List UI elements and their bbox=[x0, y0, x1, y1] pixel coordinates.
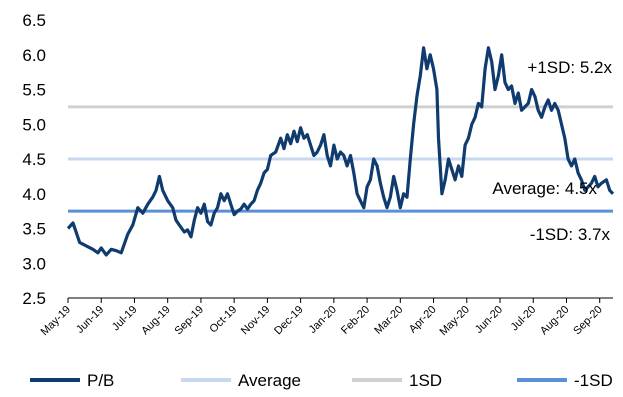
x-tick-label: Jun-19 bbox=[74, 304, 106, 336]
annotation--1sd: -1SD: 3.7x bbox=[530, 225, 611, 244]
legend: P/B Average 1SD -1SD bbox=[30, 371, 613, 390]
legend-label: Average bbox=[238, 371, 301, 390]
x-tick-label: Dec-19 bbox=[272, 304, 306, 338]
y-tick-label: 4.5 bbox=[22, 150, 46, 169]
legend-label: -1SD bbox=[574, 371, 613, 390]
y-tick-label: 5.0 bbox=[22, 115, 46, 134]
annotation-average: Average: 4.5x bbox=[492, 179, 597, 198]
y-tick-label: 6.0 bbox=[22, 46, 46, 65]
y-tick-label: 6.5 bbox=[22, 11, 46, 30]
x-tick-label: Jul-20 bbox=[509, 304, 539, 334]
x-tick-label: Aug-19 bbox=[139, 304, 173, 338]
y-tick-label: 2.5 bbox=[22, 289, 46, 308]
legend-label: 1SD bbox=[409, 371, 442, 390]
y-tick-label: 4.0 bbox=[22, 185, 46, 204]
x-tick-label: Jan-20 bbox=[307, 304, 339, 336]
x-tick-label: Nov-19 bbox=[239, 304, 273, 338]
x-tick-label: May-19 bbox=[39, 304, 73, 338]
y-tick-label: 5.5 bbox=[22, 81, 46, 100]
x-tick-label: Aug-20 bbox=[538, 304, 572, 338]
series-layer bbox=[66, 46, 615, 257]
x-tick-label: Sep-20 bbox=[571, 304, 605, 338]
y-tick-label: 3.5 bbox=[22, 220, 46, 239]
x-tick-label: Mar-20 bbox=[372, 304, 405, 337]
x-tick-label: Apr-20 bbox=[407, 304, 439, 336]
x-tick-label: Jul-19 bbox=[110, 304, 140, 334]
x-tick-label: May-20 bbox=[437, 304, 471, 338]
x-tick-label: Feb-20 bbox=[339, 304, 372, 337]
series-line-p-b bbox=[66, 46, 615, 257]
y-tick-label: 3.0 bbox=[22, 254, 46, 273]
annotations: Average: 4.5x +1SD: 5.2x -1SD: 3.7x bbox=[492, 58, 612, 244]
x-tick-label: Oct-19 bbox=[207, 304, 239, 336]
x-tick-label: Sep-19 bbox=[172, 304, 206, 338]
annotation-1sd: +1SD: 5.2x bbox=[527, 58, 612, 77]
x-tick-label: Jun-20 bbox=[473, 304, 505, 336]
legend-label: P/B bbox=[87, 371, 114, 390]
